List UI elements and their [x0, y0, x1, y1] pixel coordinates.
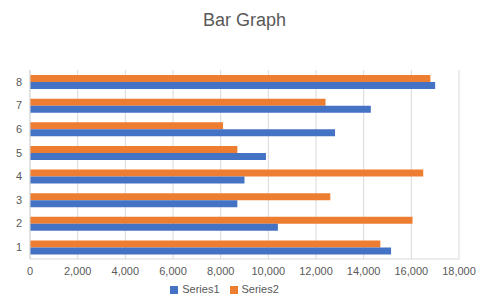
html-text:Series1: Series1 [182, 283, 220, 295]
svg-text:6: 6 [16, 123, 22, 135]
svg-text:14,000: 14,000 [347, 265, 381, 277]
svg-text:6,000: 6,000 [159, 265, 187, 277]
svg-text:1: 1 [16, 241, 22, 253]
svg-text:10,000: 10,000 [252, 265, 286, 277]
svg-text:7: 7 [16, 99, 22, 111]
html-text:Series2: Series2 [241, 283, 279, 295]
svg-text:16,000: 16,000 [395, 265, 429, 277]
svg-text:5: 5 [16, 147, 22, 159]
svg-text:3: 3 [16, 194, 22, 206]
svg-text:18,000: 18,000 [442, 265, 476, 277]
svg-text:4: 4 [16, 170, 22, 182]
svg-text:8,000: 8,000 [207, 265, 235, 277]
svg-text:2,000: 2,000 [64, 265, 92, 277]
svg-text:12,000: 12,000 [299, 265, 333, 277]
svg-text:8: 8 [16, 76, 22, 88]
svg-text:4,000: 4,000 [112, 265, 140, 277]
svg-text:2: 2 [16, 217, 22, 229]
svg-text:0: 0 [27, 265, 33, 277]
html-text:Bar Graph: Bar Graph [203, 10, 286, 30]
